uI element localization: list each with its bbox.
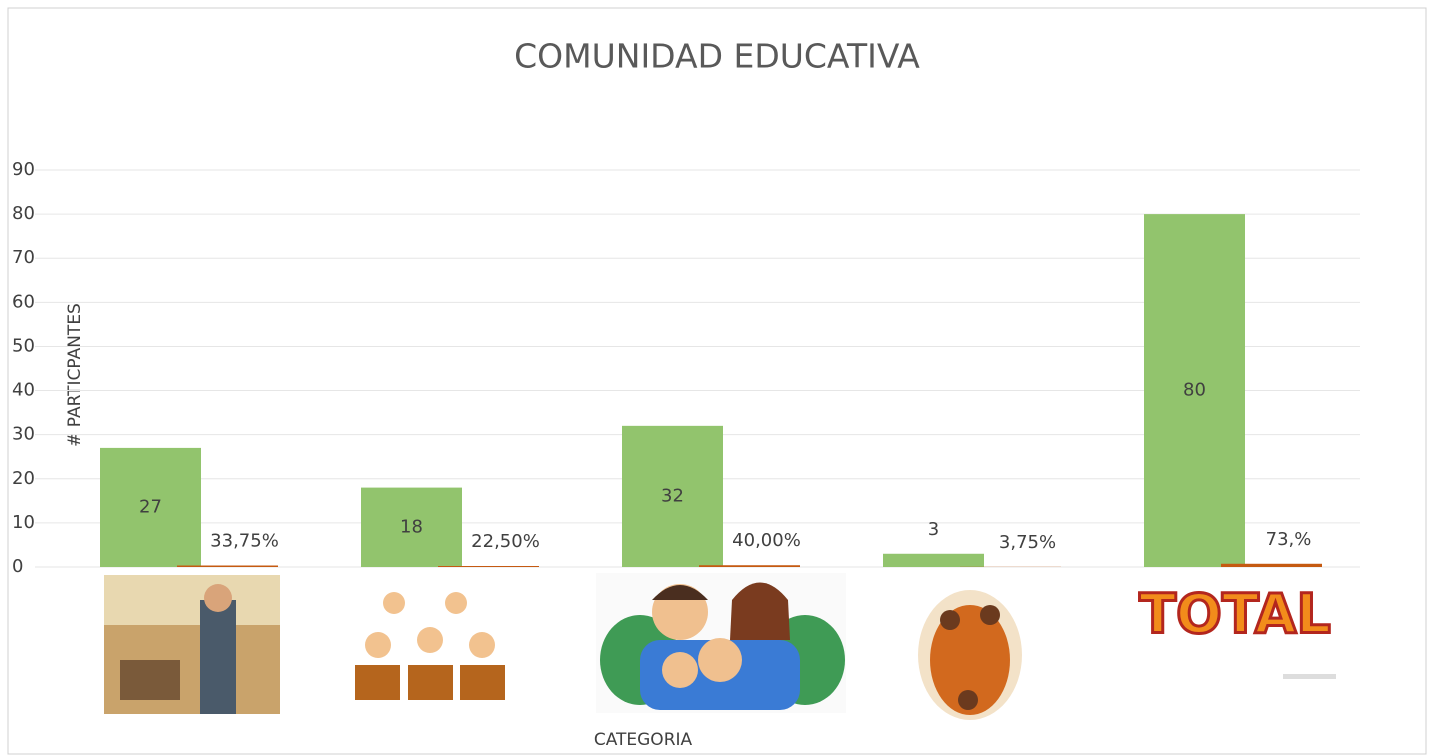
bar — [438, 566, 539, 567]
y-tick-label: 80 — [12, 203, 35, 224]
category-label: TOTAL — [1139, 583, 1331, 646]
y-tick-label: 40 — [12, 380, 35, 401]
y-tick-label: 10 — [12, 512, 35, 533]
data-label: 33,75% — [210, 531, 279, 552]
y-tick-label: 70 — [12, 247, 35, 268]
x-axis-title: CATEGORIA — [594, 730, 693, 750]
y-tick-label: 30 — [12, 424, 35, 445]
category-picture — [596, 573, 846, 713]
data-label: 3 — [928, 519, 939, 540]
category-picture — [918, 590, 1022, 720]
category-picture — [1283, 674, 1336, 679]
y-tick-label: 60 — [12, 291, 35, 312]
y-tick-label: 50 — [12, 335, 35, 356]
data-label: 73,% — [1266, 529, 1312, 550]
y-tick-label: 90 — [12, 159, 35, 180]
data-label: 32 — [661, 485, 684, 506]
data-label: 40,00% — [732, 530, 801, 551]
bar — [699, 565, 800, 567]
y-tick-label: 0 — [12, 556, 23, 577]
y-axis-title: # PARTICPANTES — [65, 303, 85, 447]
data-label: 3,75% — [999, 532, 1056, 553]
data-label: 80 — [1183, 380, 1206, 401]
bar — [883, 554, 984, 567]
bar — [177, 566, 278, 567]
data-label: 18 — [400, 516, 423, 537]
chart: COMUNIDAD EDUCATIVA CATEGORIA # PARTICPA… — [0, 0, 1429, 755]
chart-title: COMUNIDAD EDUCATIVA — [514, 37, 920, 76]
bar — [1221, 564, 1322, 567]
data-label: 22,50% — [471, 531, 540, 552]
y-tick-label: 20 — [12, 468, 35, 489]
data-label: 27 — [139, 496, 162, 517]
category-picture — [104, 575, 280, 714]
